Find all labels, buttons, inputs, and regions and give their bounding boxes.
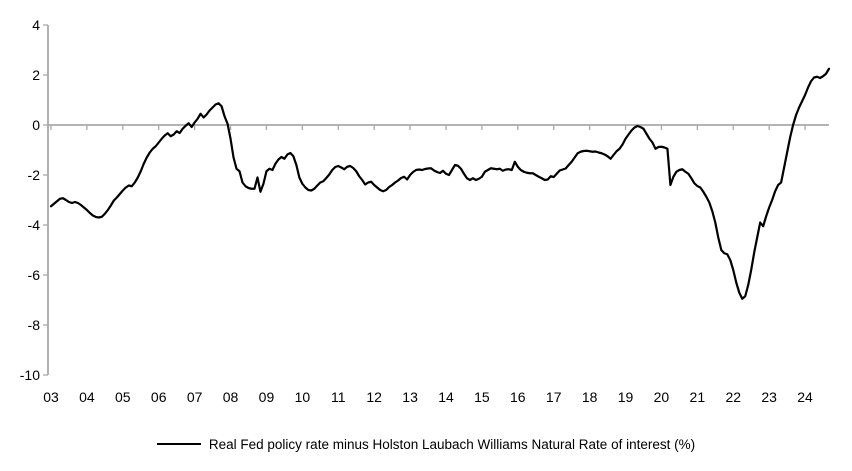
y-axis-tick-label: -6 — [28, 267, 41, 283]
y-axis-tick-label: 0 — [32, 117, 40, 133]
y-axis-tick-label: 2 — [32, 67, 40, 83]
x-axis-tick-label: 14 — [438, 389, 454, 405]
y-axis-tick-label: -10 — [20, 367, 40, 383]
y-axis-tick-label: -4 — [28, 217, 41, 233]
x-axis-tick-label: 16 — [510, 389, 526, 405]
x-axis-tick-label: 06 — [151, 389, 167, 405]
x-axis-tick-label: 05 — [115, 389, 131, 405]
x-axis-tick-label: 10 — [295, 389, 311, 405]
x-axis-tick-label: 07 — [187, 389, 203, 405]
chart-legend: Real Fed policy rate minus Holston Lauba… — [0, 432, 852, 456]
x-axis-tick-label: 19 — [618, 389, 634, 405]
x-axis-tick-label: 22 — [725, 389, 741, 405]
x-axis-tick-label: 24 — [797, 389, 813, 405]
legend-series-label: Real Fed policy rate minus Holston Lauba… — [208, 436, 696, 452]
x-axis-tick-label: 21 — [690, 389, 706, 405]
x-axis-tick-label: 18 — [582, 389, 598, 405]
x-axis-tick-label: 23 — [761, 389, 777, 405]
series-line — [49, 67, 831, 300]
line-chart-plot: 03 04 05 06 07 08 09 10 11 12 13 14 15 16 17 18 19 20 21 22… — [20, 17, 831, 405]
x-axis-tick-label: 12 — [366, 389, 382, 405]
y-axis-tick-label: 4 — [32, 17, 40, 33]
y-axis-tick-label: -8 — [28, 317, 41, 333]
x-axis-tick-label: 20 — [654, 389, 670, 405]
x-axis-tick-label: 04 — [79, 389, 95, 405]
legend-line-sample — [156, 443, 201, 445]
x-axis-tick-label: 13 — [402, 389, 418, 405]
x-axis-tick-label: 11 — [331, 389, 346, 405]
x-axis-tick-label: 08 — [223, 389, 239, 405]
y-axis-tick-label: -2 — [28, 167, 41, 183]
x-axis-tick-label: 03 — [43, 389, 59, 405]
x-axis-tick-label: 15 — [474, 389, 490, 405]
x-axis-tick-label: 17 — [546, 389, 562, 405]
x-axis-tick-label: 09 — [259, 389, 275, 405]
